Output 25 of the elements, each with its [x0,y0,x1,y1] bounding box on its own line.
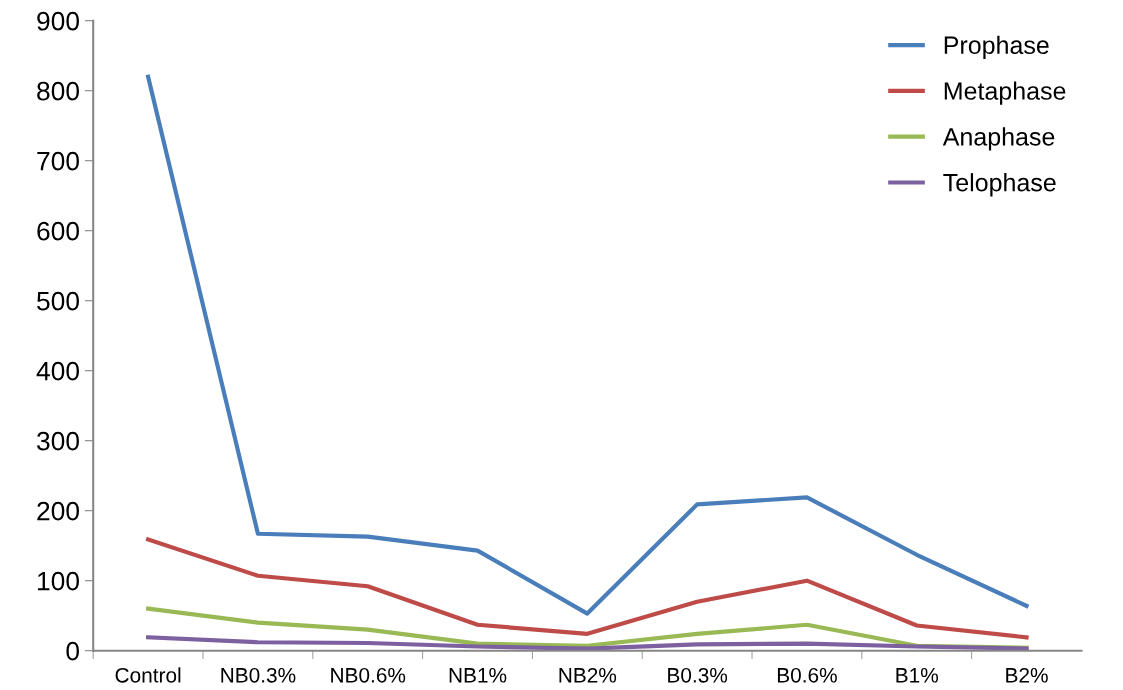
y-tick-label: 100 [38,571,79,591]
x-tick-label: B1% [896,667,938,683]
legend-label: Anaphase [942,127,1055,151]
x-tick-label: B0.6% [777,667,837,683]
y-tick-label: 600 [37,221,79,241]
y-tick-label: 800 [37,81,79,101]
x-tick-label: NB0.3% [221,667,296,683]
legend-label: Telophase [943,173,1056,197]
x-tick-label: NB2% [559,667,617,683]
line-series [146,635,1029,651]
y-tick-label: 500 [37,291,79,311]
x-tick-label: NB1% [449,667,507,683]
y-tick-label: 700 [37,151,79,171]
y-tick-label: 400 [36,361,79,381]
line-series [146,537,1029,640]
y-tick-label: 0 [66,641,79,661]
legend-label: Metaphase [944,81,1066,105]
x-tick-label: B0.3% [668,667,728,683]
x-tick-label: Control [115,667,181,683]
x-tick-label: B2% [1006,667,1048,683]
x-tick-label: NB0.6% [331,667,406,683]
y-tick-label: 300 [37,431,79,451]
legend-label: Prophase [944,35,1049,59]
y-tick-label: 900 [37,11,79,31]
y-tick-label: 200 [37,501,79,521]
